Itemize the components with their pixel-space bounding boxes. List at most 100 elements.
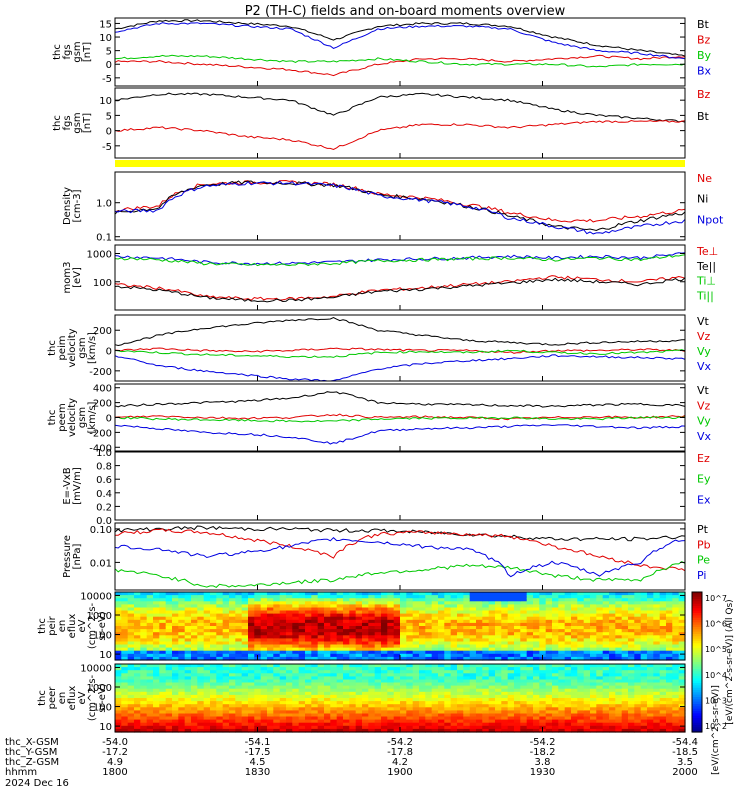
colorbar-cell bbox=[692, 610, 702, 614]
heat-cell bbox=[267, 707, 274, 711]
heat-cell bbox=[514, 635, 521, 639]
heat-cell bbox=[596, 716, 604, 721]
heat-cell bbox=[520, 610, 528, 615]
heat-cell bbox=[488, 613, 496, 618]
heat-cell bbox=[615, 719, 623, 724]
heat-cell bbox=[374, 604, 382, 609]
heat-cell bbox=[267, 644, 274, 649]
heat-cell bbox=[324, 676, 331, 681]
heat-cell bbox=[153, 616, 160, 621]
heat-cell bbox=[374, 691, 382, 696]
heat-cell bbox=[203, 592, 211, 596]
heat-cell bbox=[381, 707, 388, 711]
heat-cell bbox=[431, 701, 439, 705]
heat-cell bbox=[400, 610, 407, 615]
heat-cell bbox=[438, 656, 445, 661]
heat-cell bbox=[672, 616, 680, 621]
heat-cell bbox=[298, 713, 306, 718]
heat-cell bbox=[330, 713, 338, 718]
heat-cell bbox=[476, 650, 483, 655]
heat-cell bbox=[615, 626, 623, 630]
heat-cell bbox=[184, 728, 192, 733]
heat-cell bbox=[330, 716, 338, 721]
heat-cell bbox=[653, 716, 661, 721]
heat-cell bbox=[571, 632, 578, 636]
heat-cell bbox=[526, 644, 534, 649]
heat-cell bbox=[558, 707, 566, 711]
heat-cell bbox=[197, 604, 205, 609]
heat-cell bbox=[184, 698, 192, 702]
heat-cell bbox=[583, 688, 591, 693]
heat-cell bbox=[248, 728, 255, 733]
heat-cell bbox=[444, 682, 452, 687]
heat-cell bbox=[134, 592, 141, 596]
heat-cell bbox=[400, 679, 407, 684]
heat-cell bbox=[596, 691, 604, 696]
heat-cell bbox=[514, 622, 521, 627]
heat-cell bbox=[406, 656, 414, 661]
heat-cell bbox=[248, 656, 255, 661]
heat-cell bbox=[539, 679, 547, 684]
heat-cell bbox=[507, 716, 515, 721]
heat-cell bbox=[140, 698, 148, 702]
heat-cell bbox=[520, 622, 528, 627]
heat-cell bbox=[134, 619, 141, 624]
heat-cell bbox=[425, 688, 433, 693]
heat-cell bbox=[191, 673, 198, 677]
heat-cell bbox=[343, 691, 350, 696]
heat-cell bbox=[615, 679, 623, 684]
heat-cell bbox=[286, 725, 293, 730]
heat-cell bbox=[507, 613, 515, 618]
heat-cell bbox=[444, 638, 452, 643]
heat-cell bbox=[235, 673, 243, 677]
heat-cell bbox=[355, 632, 363, 636]
heat-cell bbox=[146, 688, 154, 693]
heat-cell bbox=[653, 626, 661, 630]
heat-cell bbox=[387, 626, 395, 630]
heat-cell bbox=[666, 716, 673, 721]
heat-cell bbox=[615, 676, 623, 681]
heat-cell bbox=[254, 644, 262, 649]
heat-cell bbox=[330, 698, 338, 702]
heat-cell bbox=[596, 664, 604, 668]
heat-cell bbox=[115, 641, 122, 646]
heat-cell bbox=[431, 688, 439, 693]
heat-cell bbox=[355, 604, 363, 609]
heat-cell bbox=[621, 682, 629, 687]
heat-cell bbox=[330, 691, 338, 696]
heat-cell bbox=[191, 682, 198, 687]
heat-cell bbox=[526, 656, 534, 661]
heat-cell bbox=[628, 647, 635, 652]
colorbar-cell bbox=[692, 648, 702, 651]
heat-cell bbox=[254, 698, 262, 702]
heat-cell bbox=[425, 598, 433, 602]
heat-cell bbox=[577, 679, 585, 684]
ytick-label: 0.0 bbox=[96, 516, 112, 527]
heat-cell bbox=[583, 601, 591, 605]
heat-cell bbox=[267, 719, 274, 724]
heat-cell bbox=[602, 598, 610, 602]
heat-cell bbox=[558, 688, 566, 693]
heat-cell bbox=[368, 682, 376, 687]
heat-cell bbox=[381, 622, 388, 627]
heat-cell bbox=[571, 607, 578, 612]
heat-cell bbox=[355, 653, 363, 658]
heat-cell bbox=[533, 694, 540, 699]
heat-cell bbox=[165, 725, 173, 730]
heat-cell bbox=[444, 632, 452, 636]
heat-cell bbox=[425, 592, 433, 596]
legend-exb: Ey bbox=[697, 473, 711, 486]
heat-cell bbox=[286, 704, 293, 708]
heat-cell bbox=[330, 676, 338, 681]
heat-cell bbox=[406, 728, 414, 733]
heat-cell bbox=[349, 656, 357, 661]
heat-cell bbox=[368, 676, 376, 681]
heat-cell bbox=[678, 601, 686, 605]
heat-cell bbox=[431, 685, 439, 690]
heat-cell bbox=[653, 698, 661, 702]
heat-cell bbox=[153, 667, 160, 671]
heat-cell bbox=[495, 688, 502, 693]
heat-cell bbox=[444, 698, 452, 702]
heat-cell bbox=[146, 656, 154, 661]
heat-cell bbox=[419, 682, 426, 687]
